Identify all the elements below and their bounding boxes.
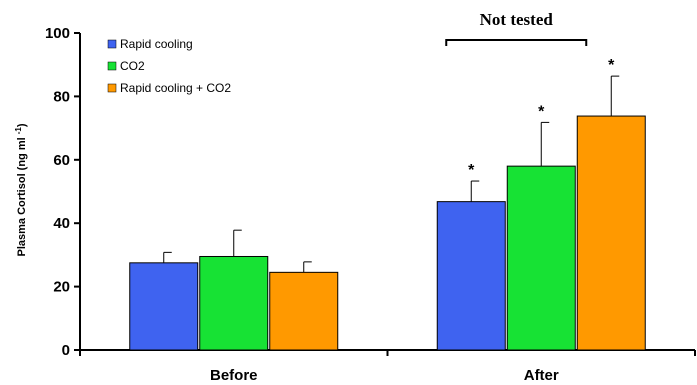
annotation-bracket — [445, 39, 588, 46]
legend-swatch — [107, 83, 117, 93]
x-category-label: Before — [210, 367, 258, 384]
bar — [576, 115, 646, 351]
legend-swatch — [107, 39, 117, 49]
legend: Rapid cooling CO2 Rapid cooling + CO2 — [107, 37, 231, 95]
bars: * * * — [129, 57, 646, 351]
y-axis: 0 20 40 60 80 100 — [45, 25, 81, 359]
bar — [506, 165, 576, 351]
legend-label: CO2 — [120, 59, 145, 73]
x-category-label: After — [524, 367, 559, 384]
bar — [129, 262, 199, 351]
significance-star: * — [468, 162, 475, 179]
y-tick-label: 40 — [53, 215, 70, 232]
y-tick-label: 0 — [62, 342, 70, 359]
bar — [269, 271, 339, 351]
legend-swatch — [107, 61, 117, 71]
annotations: Not tested — [445, 10, 588, 46]
legend-label: Rapid cooling — [120, 37, 193, 51]
y-tick-label: 60 — [53, 152, 70, 169]
x-axis: Before After — [79, 349, 696, 384]
y-tick-label: 100 — [45, 25, 70, 42]
y-axis-label: Plasma Cortisol (ng ml -1) — [14, 123, 28, 256]
significance-star: * — [538, 103, 545, 120]
bar — [199, 255, 269, 351]
legend-label: Rapid cooling + CO2 — [120, 81, 231, 95]
annotation-label: Not tested — [480, 10, 554, 29]
y-tick-label: 20 — [53, 279, 70, 296]
y-tick-label: 80 — [53, 88, 70, 105]
bar — [436, 201, 506, 351]
significance-star: * — [608, 57, 615, 74]
